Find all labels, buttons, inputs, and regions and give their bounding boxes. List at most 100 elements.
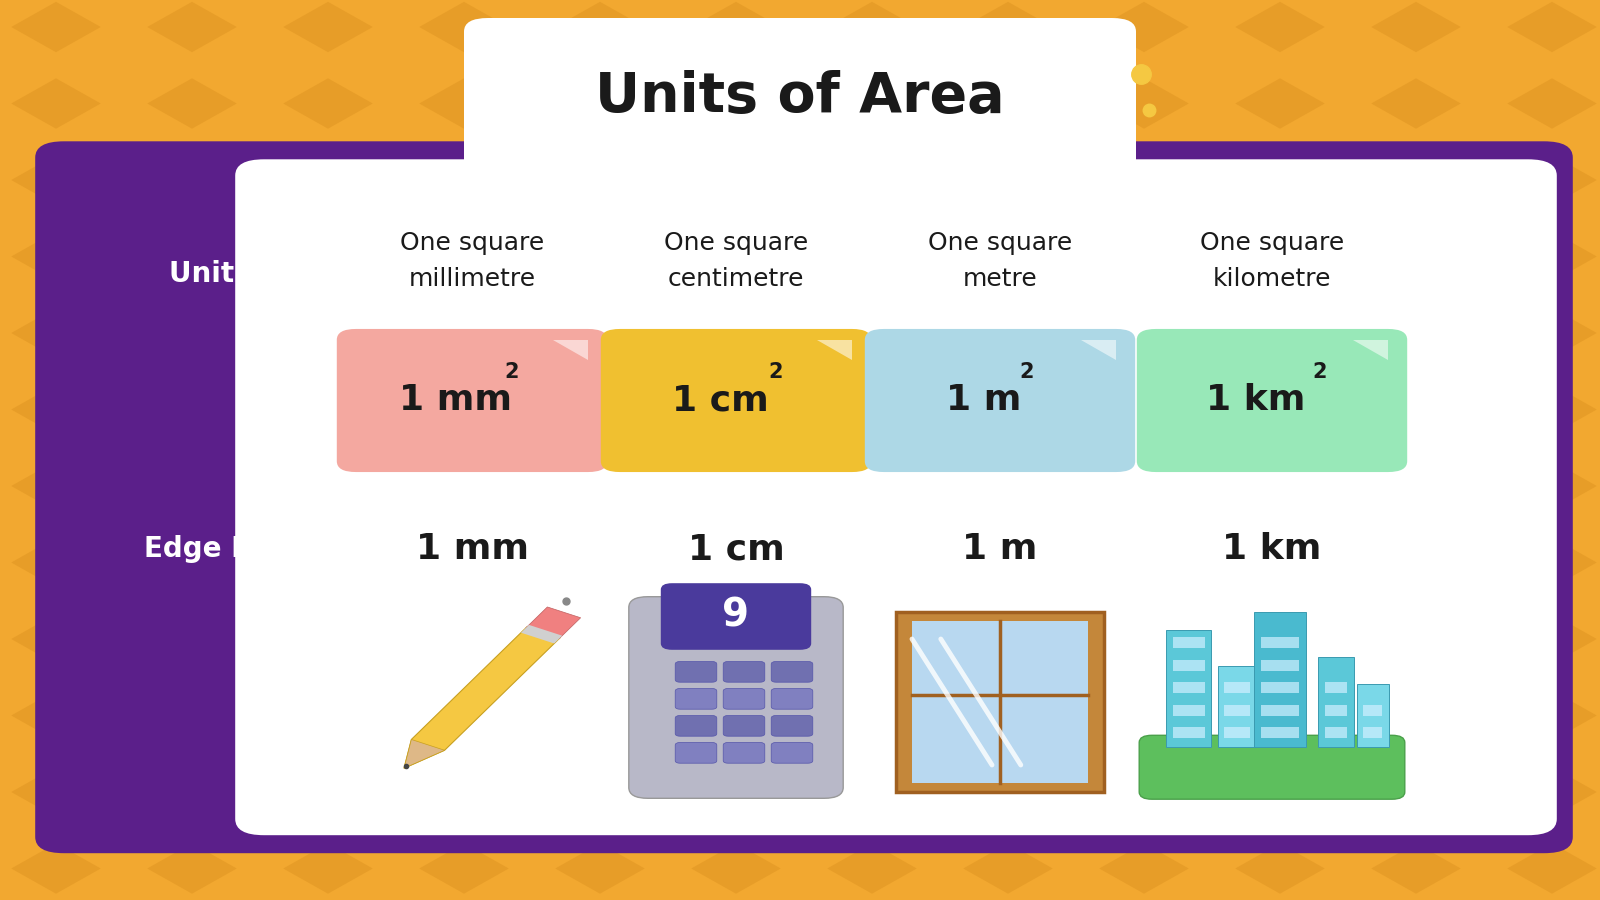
FancyBboxPatch shape	[661, 583, 811, 650]
Polygon shape	[147, 308, 237, 358]
Polygon shape	[827, 231, 917, 282]
Polygon shape	[827, 2, 917, 52]
Polygon shape	[1371, 78, 1461, 129]
Polygon shape	[1371, 2, 1461, 52]
Text: Edge Length:: Edge Length:	[144, 535, 352, 563]
FancyBboxPatch shape	[1224, 727, 1250, 738]
FancyBboxPatch shape	[1261, 705, 1299, 716]
Text: 2: 2	[504, 362, 518, 382]
FancyBboxPatch shape	[771, 742, 813, 763]
FancyBboxPatch shape	[1357, 684, 1389, 747]
Polygon shape	[1507, 614, 1597, 664]
FancyBboxPatch shape	[723, 716, 765, 736]
Polygon shape	[1371, 767, 1461, 817]
Polygon shape	[1235, 843, 1325, 894]
Polygon shape	[147, 155, 237, 205]
Polygon shape	[11, 2, 101, 52]
Polygon shape	[1371, 537, 1461, 588]
Polygon shape	[1235, 231, 1325, 282]
FancyBboxPatch shape	[771, 716, 813, 736]
Polygon shape	[1099, 690, 1189, 741]
Polygon shape	[403, 626, 560, 769]
Polygon shape	[827, 537, 917, 588]
Polygon shape	[963, 2, 1053, 52]
Polygon shape	[1099, 767, 1189, 817]
FancyBboxPatch shape	[1166, 630, 1211, 747]
FancyBboxPatch shape	[771, 688, 813, 709]
Polygon shape	[1235, 690, 1325, 741]
FancyBboxPatch shape	[1254, 612, 1306, 747]
FancyBboxPatch shape	[896, 612, 1104, 792]
Text: 2: 2	[768, 362, 782, 382]
Polygon shape	[419, 155, 509, 205]
Polygon shape	[11, 78, 101, 129]
Polygon shape	[419, 614, 509, 664]
Polygon shape	[1099, 155, 1189, 205]
Polygon shape	[1082, 339, 1117, 359]
Polygon shape	[555, 384, 645, 435]
Polygon shape	[1235, 2, 1325, 52]
Polygon shape	[691, 767, 781, 817]
Polygon shape	[283, 461, 373, 511]
Polygon shape	[555, 78, 645, 129]
Polygon shape	[147, 231, 237, 282]
Polygon shape	[283, 690, 373, 741]
Polygon shape	[1235, 308, 1325, 358]
FancyBboxPatch shape	[723, 742, 765, 763]
Polygon shape	[1099, 843, 1189, 894]
FancyBboxPatch shape	[675, 662, 717, 682]
Text: Unit Area:: Unit Area:	[168, 260, 328, 289]
Polygon shape	[555, 155, 645, 205]
FancyBboxPatch shape	[1173, 727, 1205, 738]
Text: One square
kilometre: One square kilometre	[1200, 231, 1344, 291]
Polygon shape	[1235, 537, 1325, 588]
Polygon shape	[1235, 767, 1325, 817]
FancyBboxPatch shape	[675, 716, 717, 736]
Text: 1 km: 1 km	[1222, 532, 1322, 566]
Text: 2: 2	[1019, 362, 1034, 382]
Polygon shape	[283, 2, 373, 52]
Text: One square
centimetre: One square centimetre	[664, 231, 808, 291]
FancyBboxPatch shape	[1173, 637, 1205, 648]
Polygon shape	[555, 461, 645, 511]
Polygon shape	[283, 308, 373, 358]
Text: 1 m: 1 m	[962, 532, 1038, 566]
Polygon shape	[11, 614, 101, 664]
Polygon shape	[147, 767, 237, 817]
Polygon shape	[11, 843, 101, 894]
Polygon shape	[691, 231, 781, 282]
FancyBboxPatch shape	[1261, 682, 1299, 693]
Polygon shape	[147, 690, 237, 741]
Polygon shape	[11, 231, 101, 282]
Polygon shape	[691, 614, 781, 664]
Polygon shape	[1235, 384, 1325, 435]
Polygon shape	[691, 843, 781, 894]
Text: 2: 2	[1312, 362, 1326, 382]
Polygon shape	[1507, 461, 1597, 511]
Text: 1 cm: 1 cm	[688, 532, 784, 566]
FancyBboxPatch shape	[1363, 705, 1382, 716]
FancyBboxPatch shape	[1261, 727, 1299, 738]
Polygon shape	[419, 2, 509, 52]
FancyBboxPatch shape	[1173, 682, 1205, 693]
Polygon shape	[555, 537, 645, 588]
Polygon shape	[283, 537, 373, 588]
Polygon shape	[419, 308, 509, 358]
Polygon shape	[827, 767, 917, 817]
FancyBboxPatch shape	[771, 662, 813, 682]
Polygon shape	[1507, 690, 1597, 741]
Polygon shape	[526, 607, 581, 639]
Polygon shape	[403, 740, 445, 769]
FancyBboxPatch shape	[629, 597, 843, 798]
Polygon shape	[1507, 78, 1597, 129]
Text: One square
millimetre: One square millimetre	[400, 231, 544, 291]
Polygon shape	[1371, 308, 1461, 358]
Polygon shape	[147, 384, 237, 435]
FancyBboxPatch shape	[1318, 657, 1354, 747]
Polygon shape	[1099, 614, 1189, 664]
Polygon shape	[11, 767, 101, 817]
Polygon shape	[1235, 614, 1325, 664]
Polygon shape	[147, 2, 237, 52]
Polygon shape	[827, 78, 917, 129]
Polygon shape	[1099, 78, 1189, 129]
